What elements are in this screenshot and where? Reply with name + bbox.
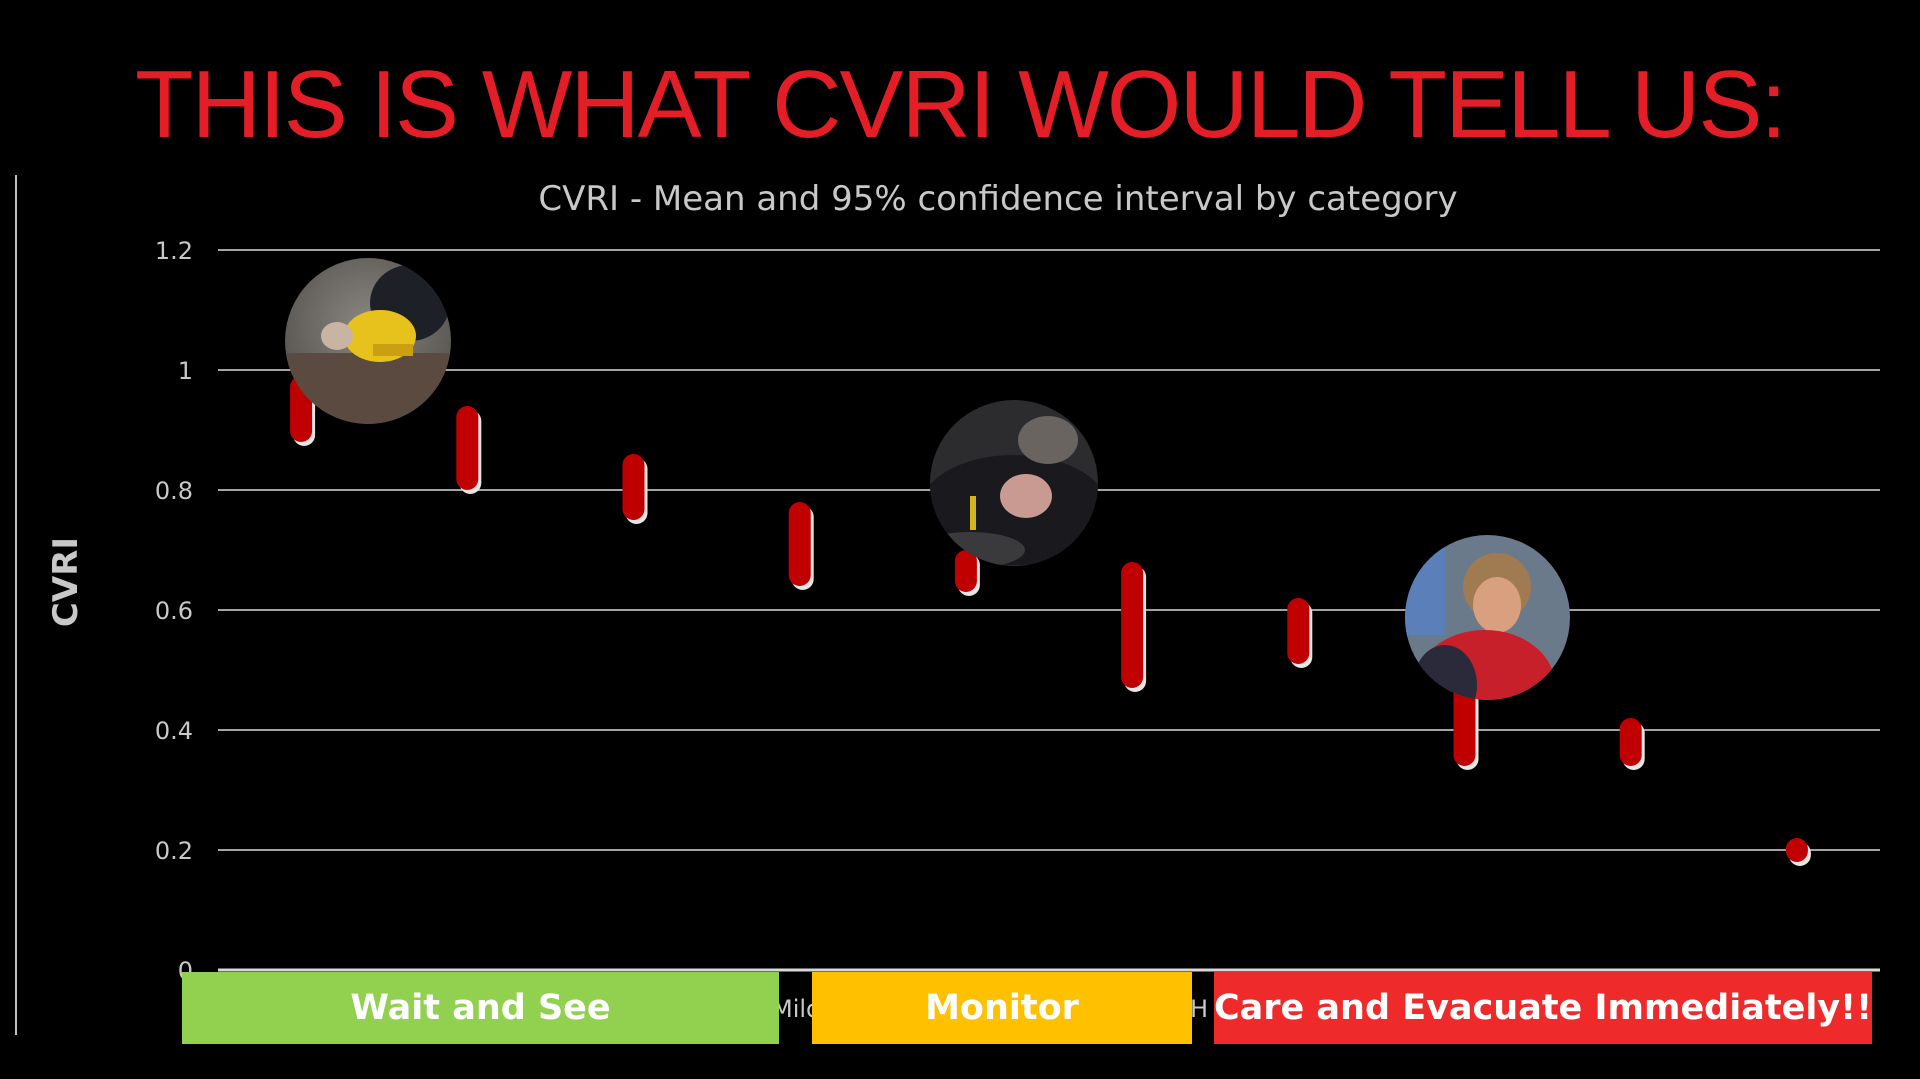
band-monitor: Monitor xyxy=(812,972,1192,1044)
band-care-and-evacuate-label: Care and Evacuate Immediately!! xyxy=(1214,988,1872,1028)
band-care-and-evacuate: Care and Evacuate Immediately!! xyxy=(1214,972,1872,1044)
y-tick-label: 1 xyxy=(178,357,193,385)
grid-lines xyxy=(218,249,1880,972)
ci-bar xyxy=(456,406,479,490)
ci-bar xyxy=(1785,838,1808,862)
band-monitor-label: Monitor xyxy=(925,988,1079,1028)
casualty-photo-woman-red xyxy=(1405,535,1570,700)
ci-bar xyxy=(1287,598,1310,664)
y-tick-label: 0.6 xyxy=(155,597,193,625)
y-tick-label: 0.8 xyxy=(155,477,193,505)
casualty-photo-yellow-jacket xyxy=(285,258,451,424)
casualty-photo-bald-man xyxy=(930,400,1098,566)
ci-bar xyxy=(954,550,977,592)
y-tick-label: 0.2 xyxy=(155,837,193,865)
ci-bar xyxy=(788,502,811,586)
ci-bar xyxy=(1121,562,1144,688)
ci-bar xyxy=(622,454,645,520)
chart-title: CVRI - Mean and 95% confidence interval … xyxy=(538,179,1457,219)
band-wait-and-see: Wait and See xyxy=(182,972,779,1044)
ci-bar xyxy=(1619,718,1642,766)
band-wait-and-see-label: Wait and See xyxy=(350,988,611,1028)
y-axis-label: CVRI xyxy=(46,537,86,627)
y-tick-label: 1.2 xyxy=(155,237,193,265)
x-tick-label-h: H xyxy=(1190,995,1208,1023)
y-tick-label: 0.4 xyxy=(155,717,193,745)
y-tick-labels: 00.20.40.60.811.2 xyxy=(155,237,193,985)
slide-title: THIS IS WHAT CVRI WOULD TELL US: xyxy=(134,51,1787,158)
